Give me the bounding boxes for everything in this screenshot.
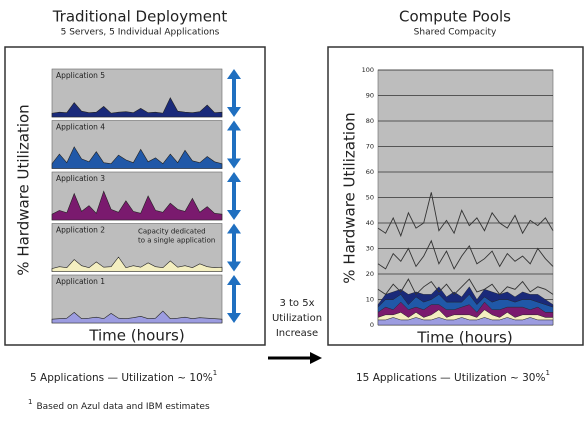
note-sup: 1 (545, 369, 549, 377)
y-tick-label: 90 (366, 92, 374, 100)
annotation: to a single application (138, 237, 215, 245)
arrow-head (227, 69, 241, 79)
left-y-label: % Hardware Utilization (15, 104, 33, 275)
y-tick-label: 30 (366, 245, 374, 253)
right-title: Compute Pools (399, 8, 511, 26)
app-label: Application 2 (56, 226, 105, 235)
footnote-text: Based on Azul data and IBM estimates (36, 402, 209, 412)
right-x-label: Time (hours) (416, 329, 512, 347)
util-line (377, 239, 554, 270)
footnote-sup: 1 (28, 398, 32, 406)
left-note: 5 Applications — Utilization ~ 10%1 (30, 369, 217, 384)
right-note: 15 Applications — Utilization ~ 30%1 (356, 369, 550, 384)
arrow-head (227, 107, 241, 117)
arrow-head (227, 158, 241, 169)
middle-text: Increase (276, 328, 318, 339)
app-label: Application 3 (56, 174, 105, 183)
y-tick-label: 50 (366, 194, 374, 202)
middle-text: 3 to 5x (279, 298, 314, 309)
y-tick-label: 60 (366, 168, 374, 176)
y-tick-label: 20 (366, 270, 374, 278)
app-panel (51, 223, 223, 272)
left-subtitle: 5 Servers, 5 Individual Applications (61, 28, 220, 38)
middle-text: Utilization (272, 313, 322, 324)
right-y-label: % Hardware Utilization (341, 112, 359, 283)
util-line (377, 278, 554, 296)
stack-area (377, 286, 554, 308)
y-tick-label: 40 (366, 219, 374, 227)
app-area (51, 146, 223, 169)
arrow-head (227, 210, 241, 220)
arrow-head (227, 275, 241, 285)
y-tick-label: 0 (370, 321, 374, 329)
annotation: Capacity dedicated (138, 228, 206, 236)
note-sup: 1 (213, 369, 217, 377)
app-label: Application 1 (56, 277, 105, 286)
arrow-head (227, 223, 241, 234)
y-tick-label: 70 (366, 143, 374, 151)
y-tick-label: 80 (366, 117, 374, 125)
note-text: 5 Applications — Utilization ~ 10% (30, 372, 213, 384)
app-label: Application 4 (56, 123, 105, 132)
app-panel (51, 274, 223, 324)
footnote: 1 Based on Azul data and IBM estimates (28, 398, 210, 412)
left-title: Traditional Deployment (52, 8, 228, 26)
app-area (51, 256, 223, 272)
app-area (51, 190, 223, 221)
left-x-label: Time (hours) (88, 327, 184, 345)
right-subtitle: Shared Compacity (414, 28, 497, 38)
y-tick-label: 100 (362, 66, 374, 74)
arrow-head (227, 313, 241, 323)
arrow-head (227, 120, 241, 131)
y-tick-label: 10 (366, 296, 374, 304)
app-area (51, 310, 223, 324)
arrow-head (310, 352, 322, 364)
app-label: Application 5 (56, 71, 105, 80)
arrow-head (227, 172, 241, 182)
util-line (377, 192, 554, 238)
arrow-head (227, 261, 241, 272)
app-area (51, 97, 223, 118)
note-text: 15 Applications — Utilization ~ 30% (356, 372, 545, 384)
